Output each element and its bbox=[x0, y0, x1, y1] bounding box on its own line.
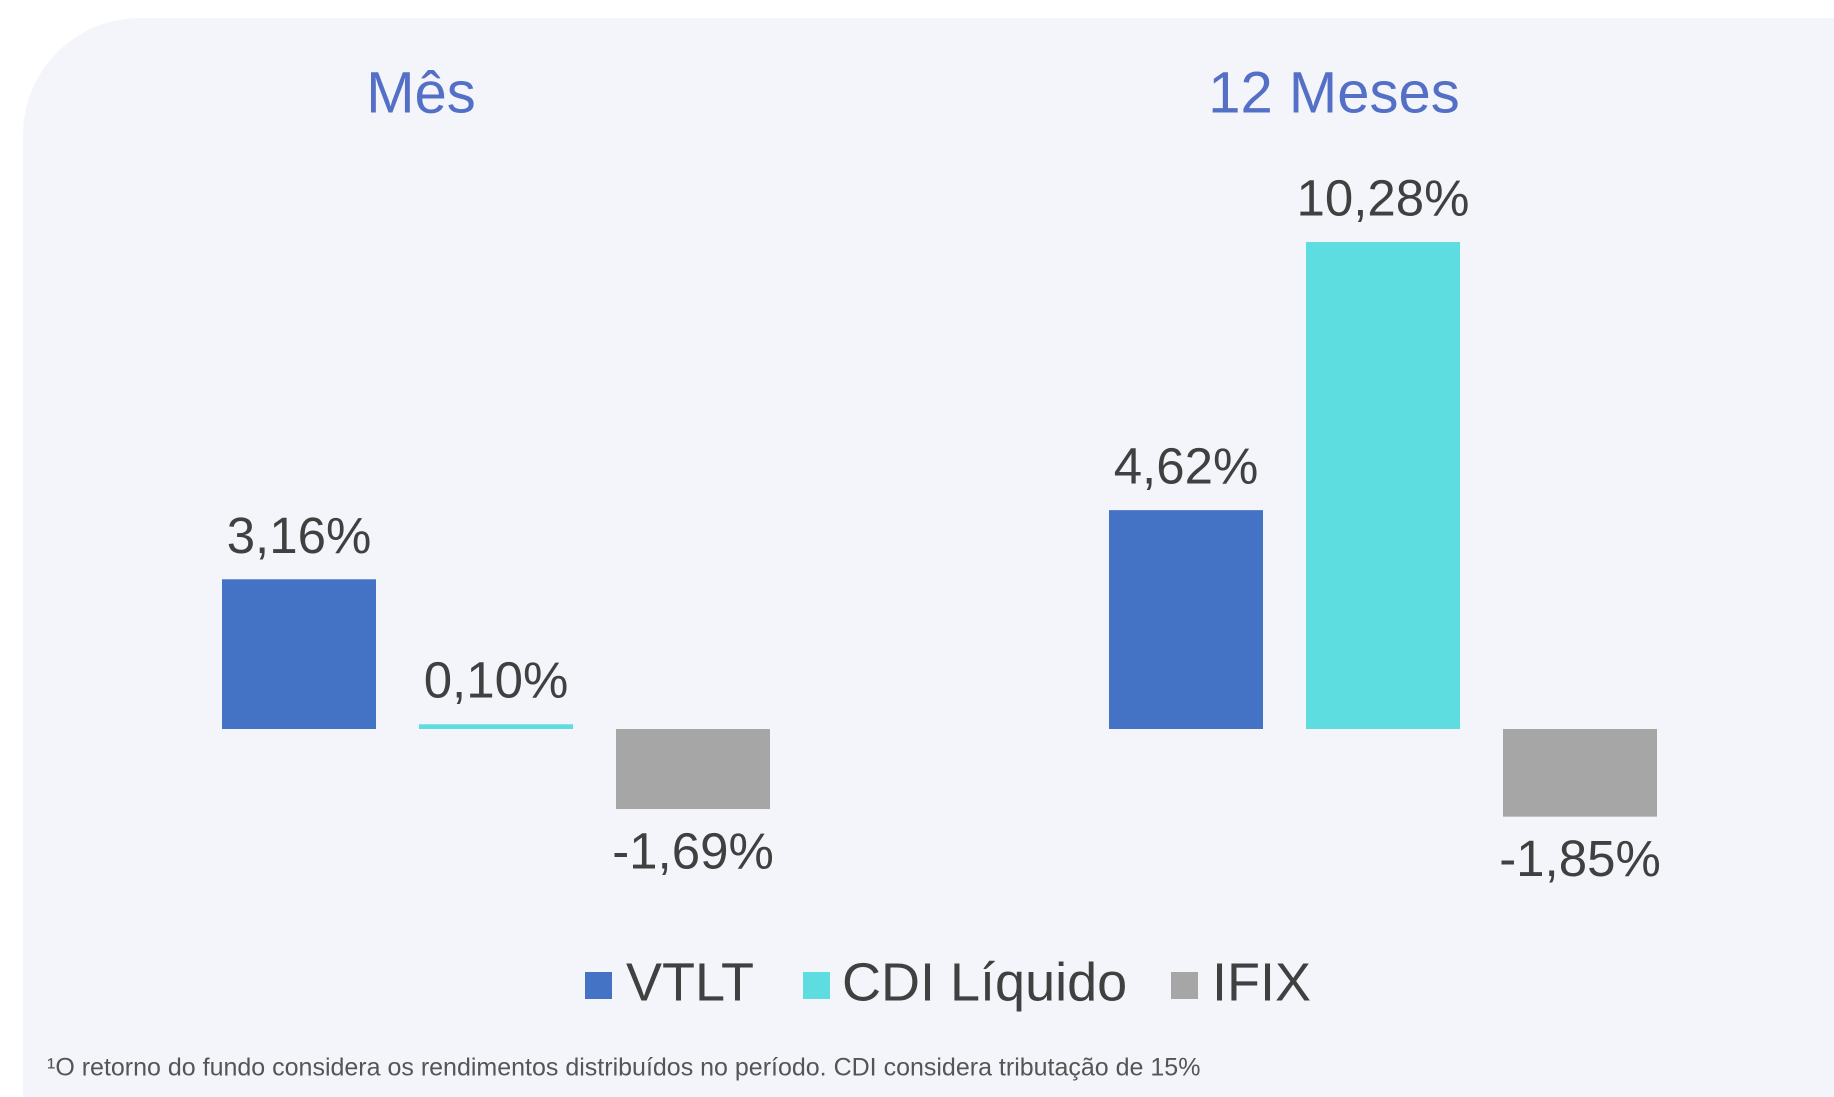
value-label: 0,10% bbox=[424, 652, 569, 709]
bar bbox=[419, 724, 573, 729]
value-label: -1,85% bbox=[1499, 830, 1661, 887]
legend-swatch bbox=[1171, 972, 1198, 999]
legend-label: IFIX bbox=[1212, 952, 1311, 1012]
bar bbox=[616, 729, 770, 810]
bar bbox=[1109, 510, 1263, 729]
bar bbox=[1503, 729, 1657, 817]
legend-swatch bbox=[585, 972, 612, 999]
group-title: 12 Meses bbox=[1208, 60, 1459, 125]
bar bbox=[1306, 242, 1460, 729]
footnote: ¹O retorno do fundo considera os rendime… bbox=[47, 1054, 1200, 1082]
bar bbox=[222, 579, 376, 729]
value-label: 4,62% bbox=[1114, 438, 1259, 495]
legend-swatch bbox=[803, 972, 830, 999]
legend-label: VTLT bbox=[626, 952, 754, 1012]
value-label: 3,16% bbox=[227, 507, 372, 564]
legend-label: CDI Líquido bbox=[842, 952, 1127, 1012]
group-title: Mês bbox=[366, 60, 476, 125]
value-label: -1,69% bbox=[612, 823, 774, 880]
value-label: 10,28% bbox=[1297, 169, 1470, 226]
